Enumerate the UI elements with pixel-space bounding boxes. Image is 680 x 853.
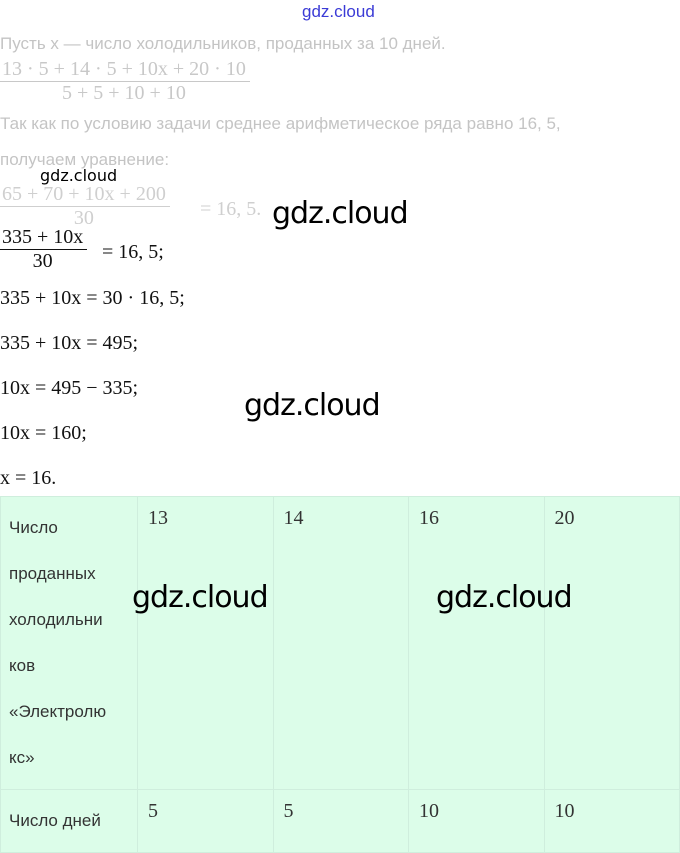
simplified-rhs: = 16, 5;	[102, 241, 164, 263]
table-cell: 5	[137, 789, 274, 853]
equation-fraction: 65 + 70 + 10x + 200 30	[0, 183, 170, 230]
table-cell: 10	[543, 789, 680, 853]
table-cell: 5	[272, 789, 409, 853]
table-cell: 14	[272, 496, 409, 790]
table-row: Число дней 5 5 10 10	[0, 789, 680, 853]
table-cell: 10	[408, 789, 545, 853]
table-cell: 13	[137, 496, 274, 790]
fraction-numerator: 335 + 10x	[2, 226, 84, 248]
equation-rhs: = 16, 5.	[200, 198, 262, 220]
equation-step: 10x = 495 − 335;	[0, 377, 139, 399]
equation-step: 335 + 10x = 495;	[0, 332, 139, 354]
row-header: Число дней	[0, 789, 138, 853]
fraction-numerator: 65 + 70 + 10x + 200	[2, 183, 166, 205]
watermark: gdz.cloud	[272, 196, 409, 231]
equation-step: 10x = 160;	[0, 422, 87, 444]
mean-fraction: 13 · 5 + 14 · 5 + 10x + 20 · 10 5 + 5 + …	[0, 58, 250, 105]
fraction-denominator: 30	[0, 206, 170, 230]
equation-intro: получаем уравнение:	[0, 150, 170, 169]
table-cell: 16	[408, 496, 545, 790]
fraction-denominator: 5 + 5 + 10 + 10	[0, 81, 250, 105]
top-watermark: gdz.cloud	[302, 2, 375, 21]
watermark: gdz.cloud	[244, 388, 381, 423]
table-cell: 20	[543, 496, 680, 790]
condition-line: Так как по условию задачи среднее арифме…	[0, 114, 561, 133]
watermark: gdz.cloud	[40, 166, 118, 185]
table-row: Число проданных холодильни ков «Электрол…	[0, 496, 680, 790]
watermark: gdz.cloud	[436, 580, 573, 615]
data-table: Число проданных холодильни ков «Электрол…	[0, 496, 680, 853]
intro-line: Пусть x — число холодильников, проданных…	[0, 34, 446, 53]
watermark: gdz.cloud	[132, 580, 269, 615]
equation-step: 335 + 10x = 30 · 16, 5;	[0, 287, 185, 309]
fraction-denominator: 30	[0, 249, 88, 273]
fraction-numerator: 13 · 5 + 14 · 5 + 10x + 20 · 10	[2, 58, 246, 80]
simplified-fraction: 335 + 10x 30	[0, 226, 88, 273]
equation-step: x = 16.	[0, 467, 57, 489]
row-header: Число проданных холодильни ков «Электрол…	[0, 496, 138, 790]
